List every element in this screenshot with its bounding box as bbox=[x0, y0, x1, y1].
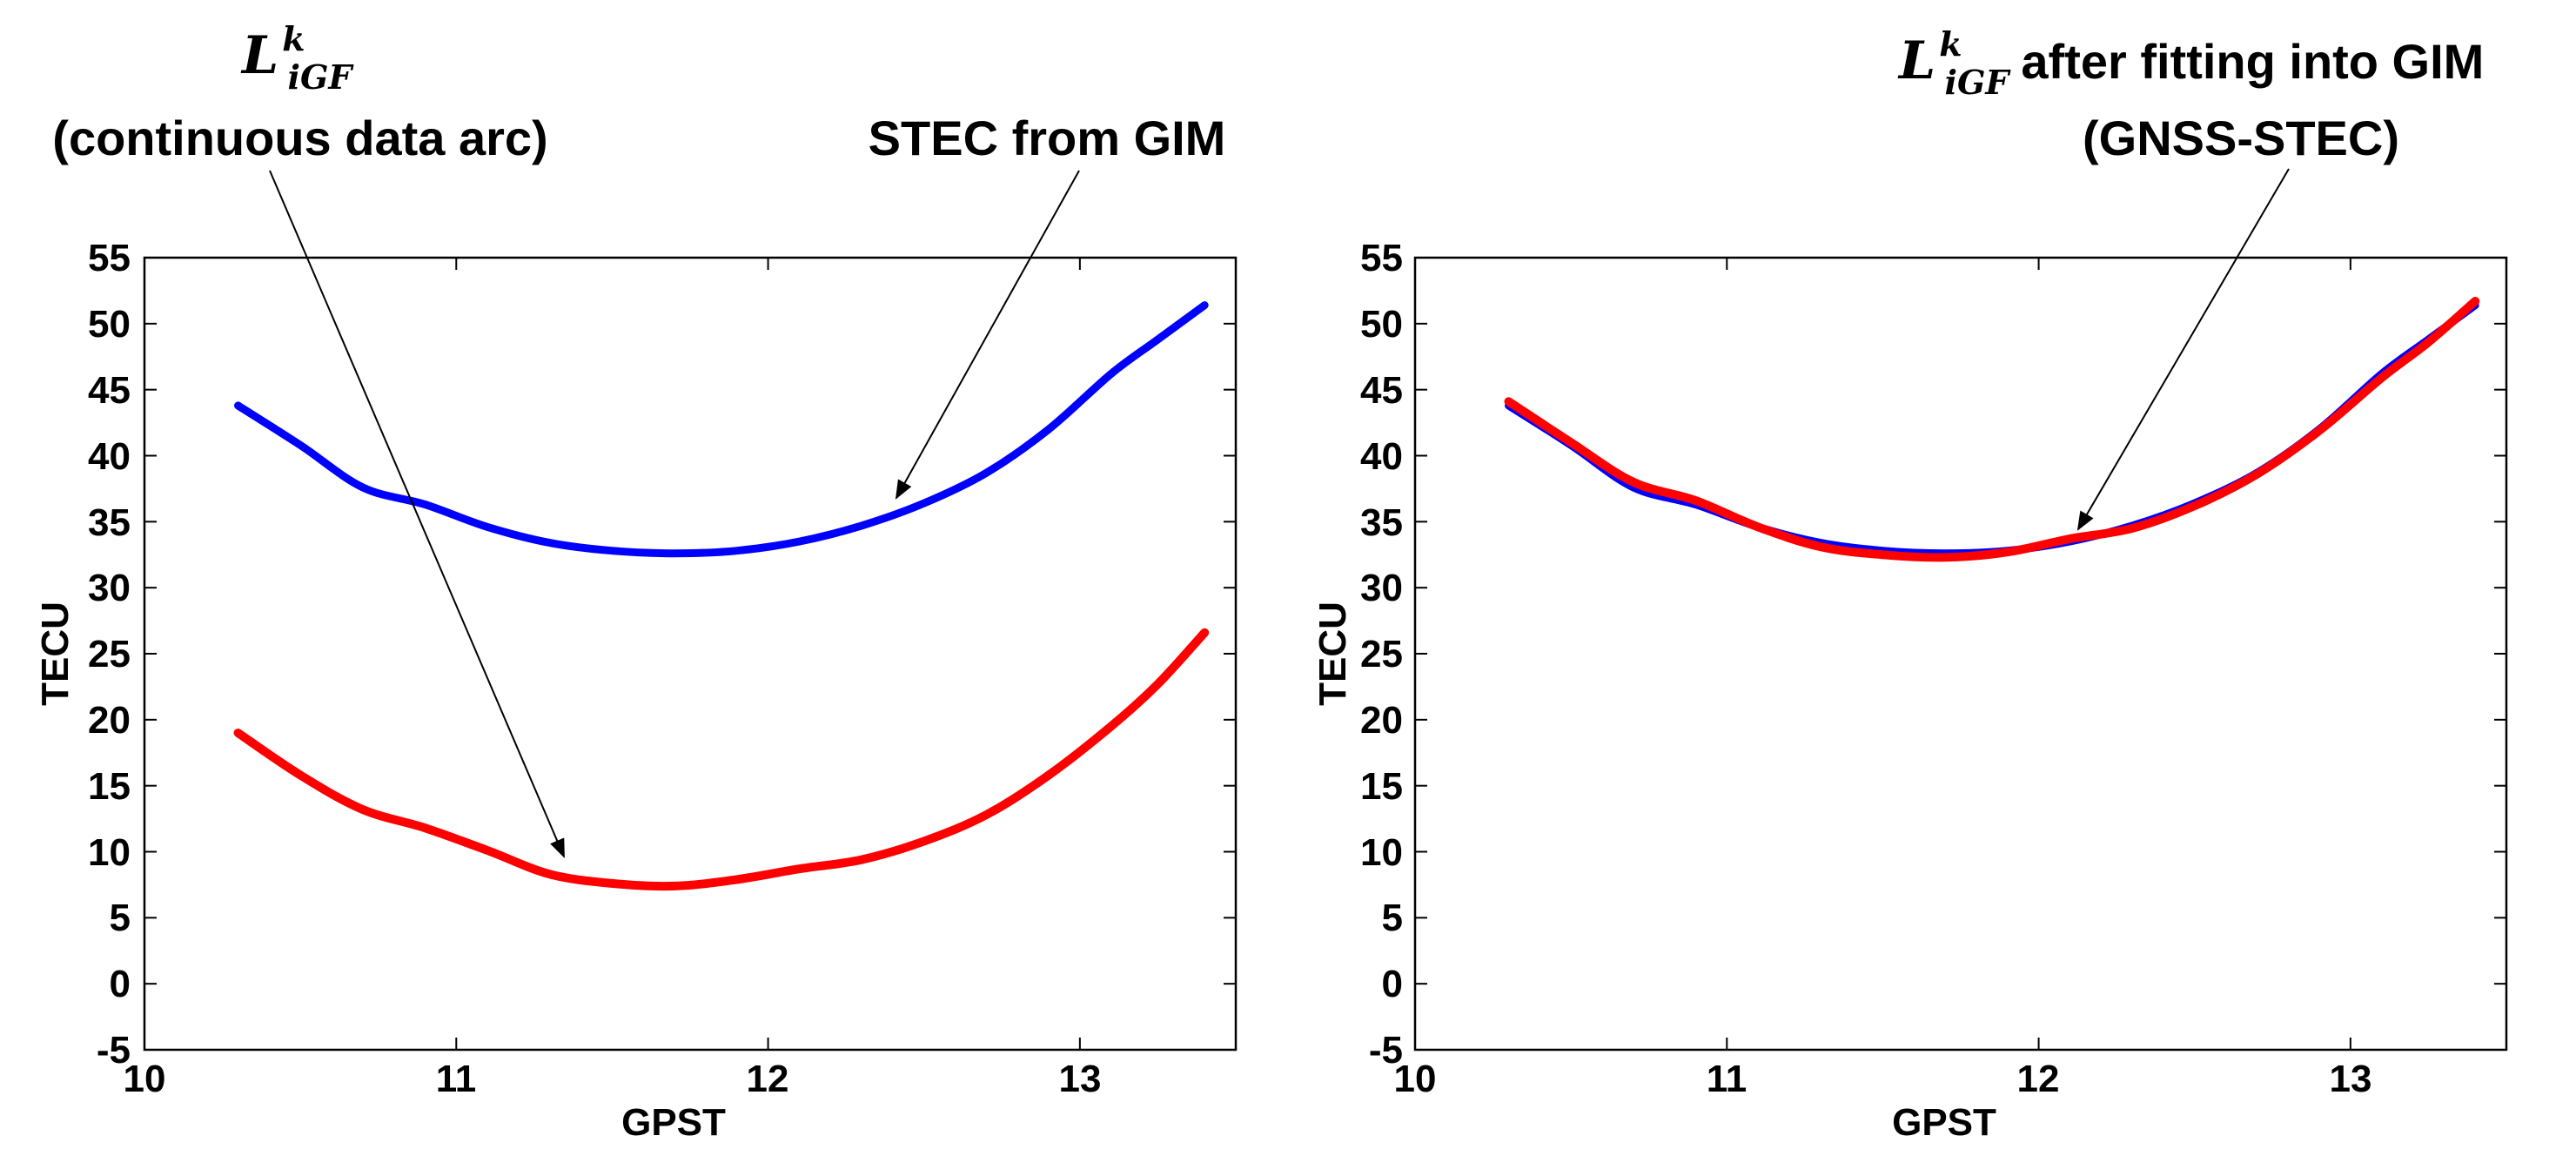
y-tick-label: 45 bbox=[1360, 369, 1403, 412]
left-annotation-stec-gim: STEC from GIM bbox=[869, 111, 1226, 500]
y-tick-label: 55 bbox=[88, 237, 131, 279]
y-tick-label: 35 bbox=[88, 501, 131, 544]
right-x-tick-labels: 10 11 12 13 bbox=[1394, 1058, 2372, 1100]
y-tick-label: 0 bbox=[110, 963, 131, 1005]
y-tick-label: 50 bbox=[88, 303, 131, 346]
right-chart-panel: -5 0 5 10 15 20 25 30 35 40 45 50 55 10 … bbox=[1311, 24, 2508, 1144]
stec-gim-series-line bbox=[234, 301, 1209, 558]
liGF-main: L bbox=[240, 25, 278, 86]
y-tick-label: -5 bbox=[97, 1029, 131, 1072]
continuous-data-arc-label: (continuous data arc) bbox=[52, 111, 547, 165]
right-tick-marks bbox=[1414, 257, 2506, 1051]
liGF-sub: iGF bbox=[1945, 63, 2012, 102]
y-tick-label: 5 bbox=[110, 897, 131, 939]
right-plot-frame bbox=[1413, 256, 2508, 1052]
x-tick-label: 10 bbox=[124, 1058, 166, 1100]
x-tick-label: 13 bbox=[1059, 1058, 1102, 1100]
left-plot-frame bbox=[143, 256, 1238, 1052]
liGF-main: L bbox=[1897, 30, 1935, 91]
y-tick-label: 30 bbox=[88, 567, 131, 609]
after-fitting-label: after fitting into GIM bbox=[2021, 34, 2484, 89]
right-series-group bbox=[1504, 297, 2480, 562]
left-series-group bbox=[233, 301, 1210, 891]
continuous-arc-arrow bbox=[269, 170, 565, 859]
y-tick-label: 25 bbox=[1360, 633, 1403, 675]
y-tick-label: 35 bbox=[1360, 501, 1403, 544]
left-x-tick-labels: 10 11 12 13 bbox=[124, 1058, 1102, 1100]
y-tick-label: 10 bbox=[1360, 831, 1403, 874]
y-tick-label: 30 bbox=[1360, 567, 1403, 609]
x-tick-label: 12 bbox=[747, 1058, 789, 1100]
x-tick-label: 12 bbox=[2017, 1058, 2060, 1100]
left-x-axis-label: GPST bbox=[621, 1101, 726, 1144]
y-tick-label: 20 bbox=[1360, 699, 1403, 742]
liGF-series-line bbox=[233, 628, 1210, 891]
left-chart-panel: -5 0 5 10 15 20 25 30 35 40 45 50 55 10 … bbox=[34, 19, 1238, 1144]
x-tick-label: 11 bbox=[1707, 1058, 1748, 1100]
y-tick-label: 10 bbox=[88, 831, 131, 874]
gnss-stec-label: (GNSS-STEC) bbox=[2083, 111, 2399, 165]
y-tick-label: 45 bbox=[88, 369, 131, 412]
x-tick-label: 11 bbox=[436, 1058, 477, 1100]
liGF-sup: k bbox=[1939, 24, 1962, 64]
left-y-tick-labels: -5 0 5 10 15 20 25 30 35 40 45 50 55 bbox=[88, 237, 131, 1072]
liGF-sub: iGF bbox=[288, 57, 355, 97]
right-y-tick-labels: -5 0 5 10 15 20 25 30 35 40 45 50 55 bbox=[1360, 237, 1403, 1072]
y-tick-label: 0 bbox=[1382, 963, 1403, 1005]
left-tick-marks bbox=[144, 257, 1236, 1051]
y-tick-label: 25 bbox=[88, 633, 131, 675]
left-y-axis-label: TECU bbox=[34, 601, 77, 706]
y-tick-label: 5 bbox=[1382, 897, 1403, 939]
y-tick-label: 40 bbox=[1360, 435, 1403, 478]
y-tick-label: 15 bbox=[1360, 765, 1403, 808]
y-tick-label: 50 bbox=[1360, 303, 1403, 346]
gnss-stec-series-line bbox=[1504, 297, 2480, 562]
stec-gim-arrow bbox=[895, 170, 1080, 500]
right-y-axis-label: TECU bbox=[1311, 601, 1354, 706]
liGF-sup: k bbox=[282, 19, 305, 58]
y-tick-label: -5 bbox=[1369, 1029, 1403, 1072]
y-tick-label: 55 bbox=[1360, 237, 1403, 279]
right-x-axis-label: GPST bbox=[1892, 1101, 1996, 1144]
stec-gim-series-line bbox=[1505, 301, 2479, 558]
y-tick-label: 15 bbox=[88, 765, 131, 808]
y-tick-label: 40 bbox=[88, 435, 131, 478]
stec-from-gim-label: STEC from GIM bbox=[869, 111, 1226, 165]
y-tick-label: 20 bbox=[88, 699, 131, 742]
x-tick-label: 13 bbox=[2330, 1058, 2372, 1100]
gnss-stec-arrow bbox=[2076, 168, 2290, 531]
x-tick-label: 10 bbox=[1394, 1058, 1437, 1100]
